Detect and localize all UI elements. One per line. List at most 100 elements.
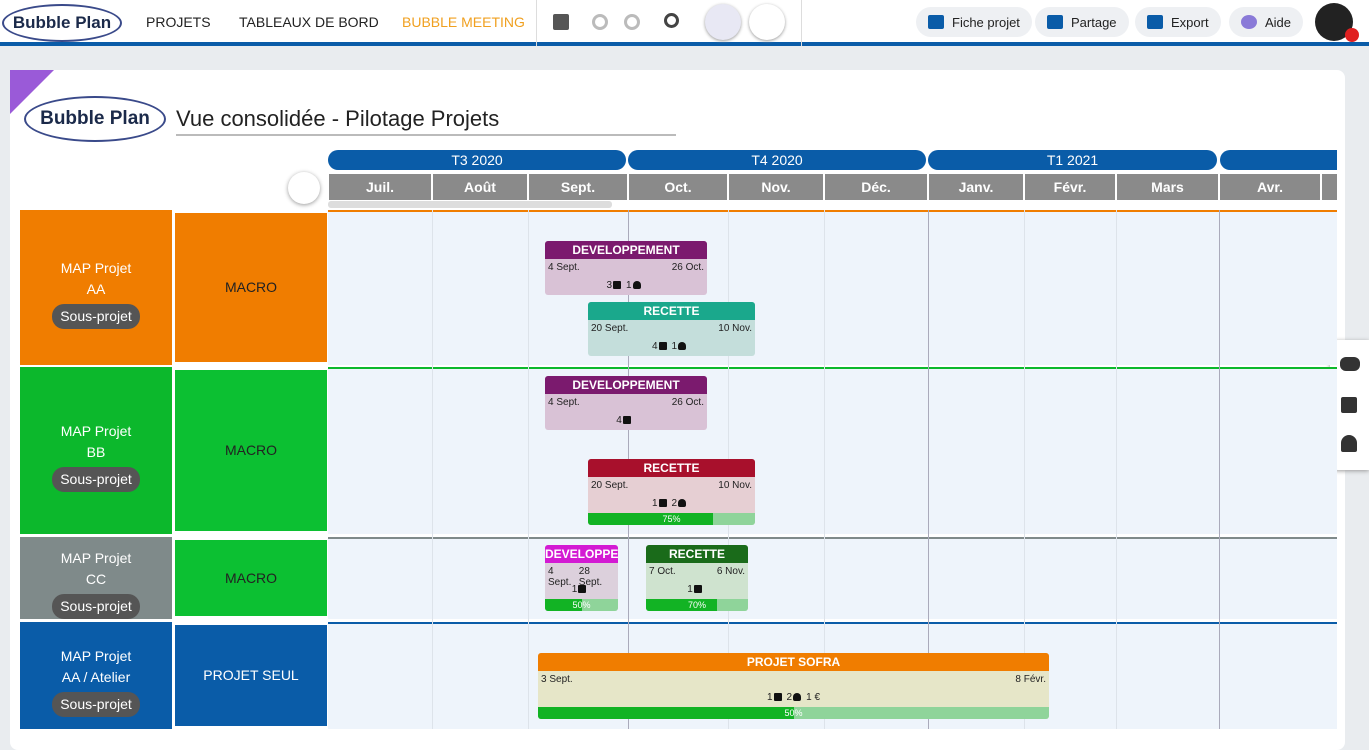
divider <box>801 0 802 46</box>
action-export[interactable]: Export <box>1135 7 1221 37</box>
action-partage[interactable]: Partage <box>1035 7 1129 37</box>
task-start: 20 Sept. <box>591 323 629 334</box>
row-background <box>328 210 1337 365</box>
month-header <box>1322 174 1337 200</box>
chat-icon[interactable] <box>1340 357 1360 371</box>
count-people: 2 <box>671 498 678 509</box>
count-tasks: 4 <box>651 341 658 352</box>
project-tag: Sous-projet <box>52 303 140 329</box>
lane-cell: PROJET SEUL <box>175 625 327 726</box>
progress-label: 50% <box>784 708 803 718</box>
nav-logo[interactable]: Bubble Plan <box>2 4 122 42</box>
bell-icon[interactable] <box>1341 435 1357 452</box>
progress-label: 50% <box>572 600 591 610</box>
count-tasks: 1 <box>687 584 693 595</box>
gantt: T3 2020 T4 2020 T1 2021 Juil. Août Sept. Oct. N… <box>20 150 1337 729</box>
task-dates: 20 Sept. 10 Nov. <box>588 320 755 338</box>
task-end: 28 Sept. <box>578 566 603 588</box>
task-bubble[interactable]: RECETTE 7 Oct. 6 Nov. 1 70% <box>646 545 748 611</box>
view-button[interactable] <box>749 4 785 40</box>
project-tag: Sous-projet <box>52 691 140 717</box>
notification-dot <box>1345 28 1359 42</box>
month-header: Nov. <box>729 174 823 200</box>
count-tasks: 1 <box>766 692 773 703</box>
task-counts: 1 <box>545 581 618 599</box>
menu-meeting[interactable]: BUBBLE MEETING <box>402 14 525 30</box>
calendar-button[interactable] <box>705 4 741 40</box>
tasks-icon <box>613 281 621 289</box>
lane-cell: MACRO <box>175 213 327 362</box>
top-nav: Bubble Plan PROJETS TABLEAUX DE BORD BUB… <box>0 0 1369 46</box>
page-logo: Bubble Plan <box>24 96 166 142</box>
task-dates: 7 Oct. 6 Nov. <box>646 563 748 581</box>
month-header: Févr. <box>1025 174 1115 200</box>
scrollbar <box>328 201 612 208</box>
project-cell: MAP Projet CC Sous-projet <box>20 537 172 619</box>
month-header: Janv. <box>929 174 1023 200</box>
month-gridline <box>928 210 929 729</box>
count-budget: 1 € <box>806 692 821 703</box>
task-start: 4 Sept. <box>548 262 580 273</box>
task-bubble[interactable]: DEVELOPPEMENT 4 Sept. 28 Sept.1 50% <box>545 545 618 611</box>
count-tasks: 3 <box>606 280 612 291</box>
check-icon[interactable] <box>1341 397 1357 413</box>
undo-icon[interactable] <box>592 14 608 30</box>
task-bubble[interactable]: DEVELOPPEMENT 4 Sept. 26 Oct. 4 <box>545 376 707 430</box>
tasks-icon <box>658 342 667 350</box>
tasks-icon <box>578 585 587 593</box>
month-header: Mars <box>1117 174 1218 200</box>
task-end: 10 Nov. <box>718 480 752 491</box>
task-dates: 20 Sept. 10 Nov. <box>588 477 755 495</box>
project-cell: MAP Projet BB Sous-projet <box>20 367 172 534</box>
search-icon[interactable] <box>664 13 679 28</box>
month-gridline <box>528 210 529 729</box>
redo-icon[interactable] <box>624 14 640 30</box>
project-name: MAP Projet AA <box>60 259 132 297</box>
task-bubble[interactable]: RECETTE 20 Sept. 10 Nov. 1 2 75% <box>588 459 755 525</box>
save-icon[interactable] <box>553 14 569 30</box>
task-end: 26 Oct. <box>671 262 704 273</box>
task-start: 4 Sept. <box>548 397 580 408</box>
action-aide[interactable]: Aide <box>1229 7 1304 37</box>
month-header: Juil. <box>329 174 431 200</box>
progress-bar: 50% <box>538 707 1049 719</box>
action-label: Aide <box>1265 15 1292 30</box>
menu-tableaux[interactable]: TABLEAUX DE BORD <box>239 14 379 30</box>
action-label: Fiche projet <box>952 15 1020 30</box>
progress-bar: 50% <box>545 599 618 611</box>
quarter-header: T3 2020 <box>328 150 626 170</box>
task-dates: 4 Sept. 28 Sept. <box>545 563 618 588</box>
month-gridline <box>1116 210 1117 729</box>
month-gridline <box>824 210 825 729</box>
task-bubble[interactable]: DEVELOPPEMENT 4 Sept. 26 Oct. 3 1 <box>545 241 707 295</box>
task-start: 4 Sept. <box>548 566 572 588</box>
quarter-header <box>1220 150 1337 170</box>
progress-fill <box>588 513 714 525</box>
task-counts: 1 2 1 € <box>538 689 1049 707</box>
settings-button[interactable] <box>288 172 320 204</box>
task-name: DEVELOPPEMENT <box>545 376 707 394</box>
task-name: DEVELOPPEMENT <box>545 241 707 259</box>
progress-bar: 75% <box>588 513 755 525</box>
month-header: Oct. <box>629 174 727 200</box>
count-tasks: 4 <box>616 415 622 426</box>
quarter-header: T1 2021 <box>928 150 1217 170</box>
month-header: Déc. <box>825 174 927 200</box>
project-name: MAP Projet AA / Atelier <box>60 647 132 685</box>
task-start: 7 Oct. <box>649 566 676 577</box>
progress-label: 75% <box>662 514 681 524</box>
progress-fill <box>646 599 718 611</box>
menu-projets[interactable]: PROJETS <box>146 14 211 30</box>
month-header: Avr. <box>1220 174 1320 200</box>
tasks-icon <box>773 693 782 701</box>
task-bubble[interactable]: PROJET SOFRA 3 Sept. 8 Févr. 1 2 1 €50% <box>538 653 1049 719</box>
month-gridline <box>1219 210 1220 729</box>
project-name: MAP Projet BB <box>60 422 132 460</box>
task-start: 3 Sept. <box>541 674 573 685</box>
task-bubble[interactable]: RECETTE 20 Sept. 10 Nov. 4 1 <box>588 302 755 356</box>
row-background <box>328 537 1337 619</box>
month-gridline <box>432 210 433 729</box>
action-fiche[interactable]: Fiche projet <box>916 7 1032 37</box>
